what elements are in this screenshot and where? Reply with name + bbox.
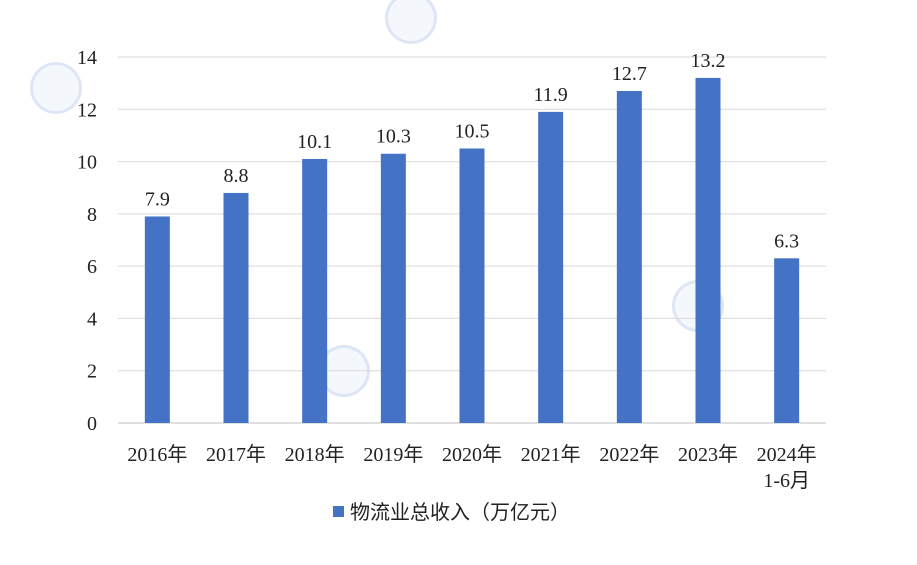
x-axis-tick-labels: 2016年 2017年 2018年 2019年 2020年 2021年 2022年 2023年… [127, 443, 816, 492]
y-tick-label: 6 [87, 256, 97, 278]
data-label: 10.3 [376, 126, 411, 148]
x-tick-label: 2023年 [678, 443, 738, 466]
y-tick-label: 14 [77, 47, 97, 69]
x-tick-label: 2019年 [363, 443, 423, 466]
bar [774, 258, 800, 423]
bar [380, 153, 406, 423]
bar [695, 77, 721, 424]
y-tick-label: 2 [87, 361, 97, 383]
legend-label: 物流业总收入（万亿元） [350, 500, 570, 524]
data-label: 13.2 [691, 50, 726, 72]
bar [459, 148, 485, 423]
x-tick-label: 2020年 [442, 443, 502, 466]
x-tick-label: 2018年 [285, 443, 345, 466]
y-tick-label: 4 [87, 308, 97, 330]
y-tick-label: 12 [77, 99, 97, 121]
watermark-logo [30, 62, 82, 114]
data-label: 10.5 [455, 121, 490, 143]
bar [302, 158, 328, 423]
bar [144, 216, 170, 423]
data-label: 8.8 [224, 165, 249, 187]
y-tick-label: 0 [87, 413, 97, 435]
bar [616, 90, 642, 423]
x-tick-label: 2022年 [599, 443, 659, 466]
x-tick-label: 2024年 1-6月 [757, 443, 817, 492]
x-tick-label: 2021年 [521, 443, 581, 466]
y-tick-label: 10 [77, 152, 97, 174]
legend: 物流业总收入（万亿元） [333, 500, 570, 524]
data-label: 6.3 [774, 230, 799, 252]
data-label: 10.1 [297, 131, 332, 153]
watermark-logo [385, 0, 437, 44]
data-labels: 7.9 8.8 10.1 10.3 10.5 11.9 12.7 13.2 6.3 [145, 50, 799, 252]
y-tick-label: 8 [87, 204, 97, 226]
bar [538, 111, 564, 424]
data-label: 7.9 [145, 188, 170, 210]
data-label: 11.9 [534, 84, 568, 106]
data-label: 12.7 [612, 63, 647, 85]
legend-swatch [333, 506, 344, 517]
x-tick-label: 2017年 [206, 443, 266, 466]
x-tick-label: 2016年 [127, 443, 187, 466]
bar-series [144, 77, 800, 424]
y-axis-tick-labels: 0 2 4 6 8 10 12 14 [77, 47, 97, 435]
bar [223, 192, 249, 423]
